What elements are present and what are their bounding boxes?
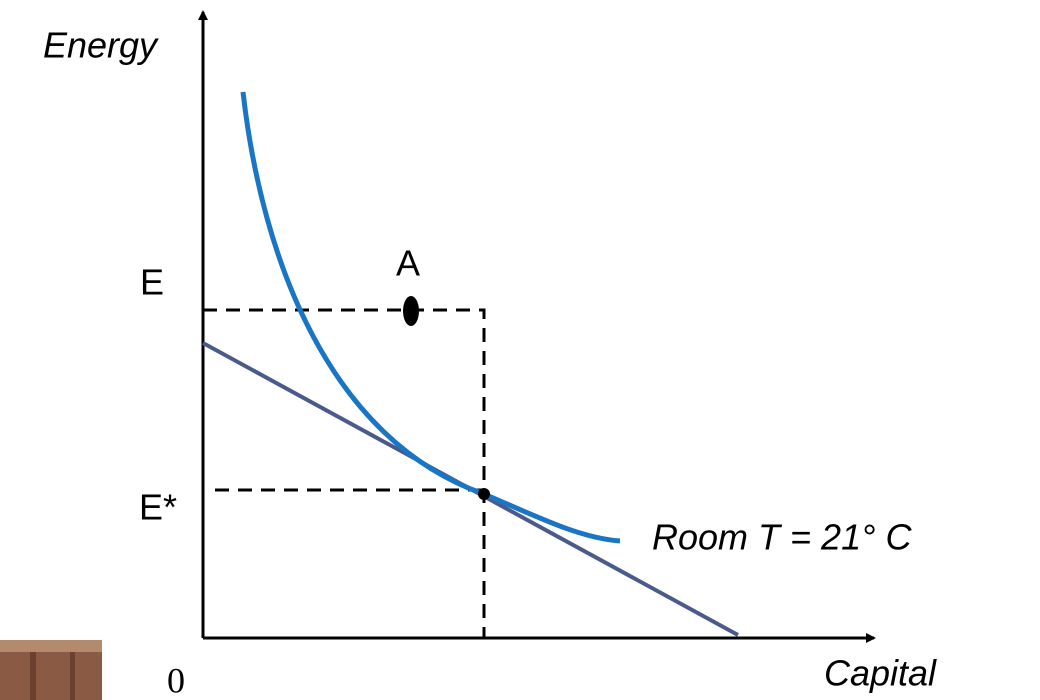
diagram: Energy Capital 0 E E* A Room T = 21° C bbox=[0, 0, 1040, 700]
point-a-label: A bbox=[396, 243, 420, 284]
curve-label: Room T = 21° C bbox=[652, 517, 912, 558]
point-a bbox=[403, 296, 419, 326]
y-axis-label: Energy bbox=[43, 25, 159, 66]
photo-fragment bbox=[0, 640, 102, 700]
level-e-star: E* bbox=[139, 487, 177, 528]
origin-label: 0 bbox=[167, 660, 185, 700]
isoquant-curve bbox=[243, 92, 620, 541]
tangent-point bbox=[478, 488, 490, 500]
level-e: E bbox=[140, 262, 164, 303]
x-axis-label: Capital bbox=[824, 653, 937, 694]
